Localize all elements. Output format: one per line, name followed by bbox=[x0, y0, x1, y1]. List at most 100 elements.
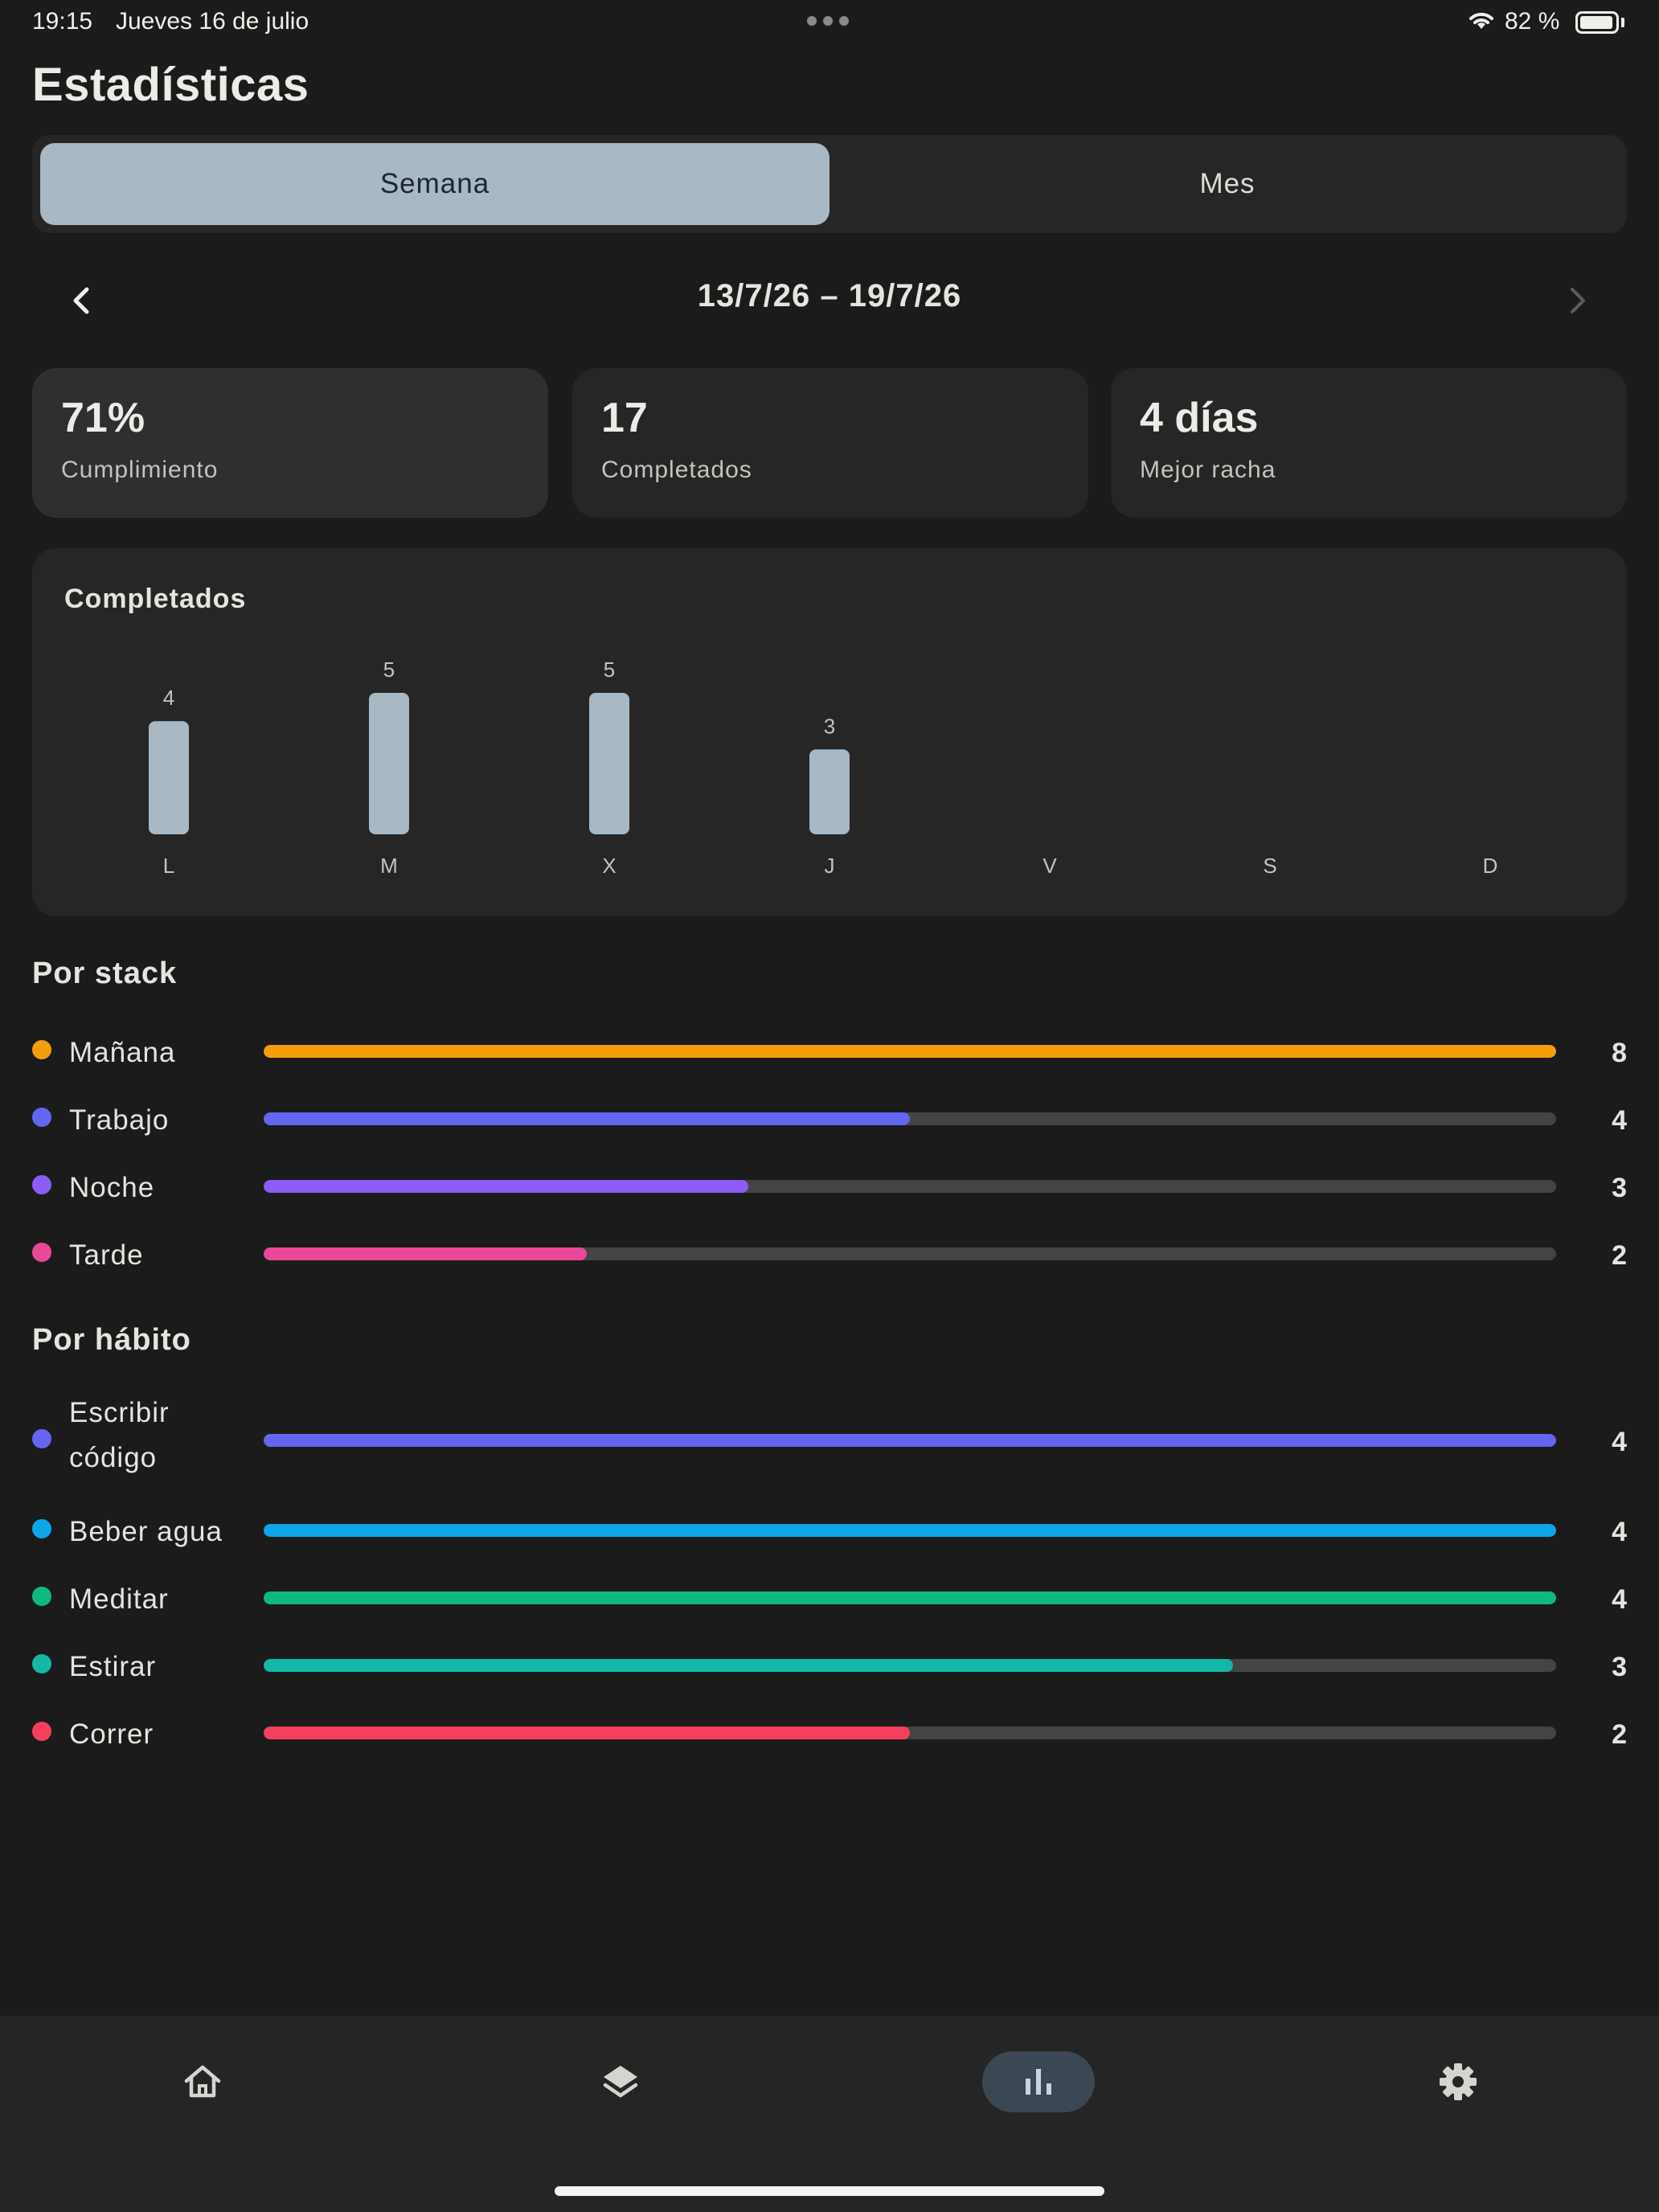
bar-J bbox=[809, 749, 850, 834]
home-icon bbox=[184, 2065, 221, 2098]
color-dot bbox=[32, 1519, 51, 1538]
progress-track bbox=[264, 1180, 1556, 1193]
segment-week[interactable]: Semana bbox=[40, 143, 830, 225]
color-dot bbox=[32, 1243, 51, 1262]
bar-value-label: 4 bbox=[163, 686, 174, 710]
stat-value: 17 bbox=[601, 395, 648, 441]
status-date: Jueves 16 de julio bbox=[116, 8, 309, 35]
list-item: Meditar 4 bbox=[32, 1566, 1627, 1622]
battery-percent: 82 % bbox=[1505, 8, 1560, 35]
previous-week-button[interactable] bbox=[63, 276, 100, 325]
tab-settings[interactable] bbox=[1402, 2051, 1514, 2112]
stat-label: Cumplimiento bbox=[61, 457, 219, 483]
tab-statistics[interactable] bbox=[982, 2051, 1095, 2112]
list-item: Escribir código 4 bbox=[32, 1397, 1627, 1473]
list-item: Estirar 3 bbox=[32, 1633, 1627, 1690]
progress-fill bbox=[264, 1659, 1233, 1672]
color-dot bbox=[32, 1175, 51, 1194]
progress-fill bbox=[264, 1045, 1556, 1058]
chevron-right-icon bbox=[1571, 288, 1585, 313]
color-dot bbox=[32, 1429, 51, 1448]
item-count: 4 bbox=[1612, 1427, 1627, 1457]
segment-month[interactable]: Mes bbox=[1199, 168, 1256, 199]
item-name: Tarde bbox=[69, 1239, 144, 1271]
period-segmented-control: Semana Mes bbox=[32, 135, 1627, 233]
chart-title: Completados bbox=[64, 584, 247, 614]
page-title: Estadísticas bbox=[32, 59, 309, 111]
progress-track bbox=[264, 1247, 1556, 1260]
progress-track bbox=[264, 1591, 1556, 1604]
home-indicator[interactable] bbox=[555, 2186, 1104, 2196]
tab-stacks[interactable] bbox=[564, 2051, 677, 2112]
progress-fill bbox=[264, 1727, 910, 1739]
progress-track bbox=[264, 1659, 1556, 1672]
battery-icon bbox=[1575, 11, 1619, 34]
stat-value: 4 días bbox=[1140, 395, 1259, 441]
color-dot bbox=[32, 1654, 51, 1673]
item-name: Noche bbox=[69, 1172, 155, 1203]
stat-label: Completados bbox=[601, 457, 752, 483]
x-tick-label: D bbox=[1483, 854, 1498, 878]
list-item: Beber agua 4 bbox=[32, 1498, 1627, 1555]
x-tick-label: X bbox=[602, 854, 616, 878]
progress-fill bbox=[264, 1591, 1556, 1604]
item-count: 2 bbox=[1612, 1240, 1627, 1271]
stat-value: 71% bbox=[61, 395, 145, 441]
progress-track bbox=[264, 1434, 1556, 1447]
chevron-left-icon bbox=[73, 287, 89, 314]
stat-card-completion[interactable]: 71% Cumplimiento bbox=[32, 368, 548, 518]
color-dot bbox=[32, 1108, 51, 1127]
bar-value-label: 3 bbox=[824, 714, 835, 738]
completed-bar-chart: 4 L 5 M 5 X 3 J V S D bbox=[149, 657, 1498, 878]
x-tick-label: L bbox=[163, 854, 174, 878]
stat-card-completed[interactable]: 17 Completados bbox=[572, 368, 1088, 518]
color-dot bbox=[32, 1040, 51, 1059]
item-count: 4 bbox=[1612, 1584, 1627, 1615]
item-count: 4 bbox=[1612, 1517, 1627, 1547]
x-tick-label: J bbox=[825, 854, 835, 878]
status-time: 19:15 bbox=[32, 8, 93, 35]
x-tick-label: M bbox=[380, 854, 398, 878]
section-title-stack: Por stack bbox=[32, 956, 178, 990]
item-name: Escribir código bbox=[69, 1397, 170, 1473]
item-name: Mañana bbox=[69, 1037, 176, 1068]
item-name: Correr bbox=[69, 1718, 154, 1750]
progress-fill bbox=[264, 1524, 1556, 1537]
progress-fill bbox=[264, 1247, 587, 1260]
gear-icon bbox=[1440, 2063, 1477, 2100]
list-item: Correr 2 bbox=[32, 1701, 1627, 1757]
date-range-label: 13/7/26 – 19/7/26 bbox=[697, 278, 962, 313]
item-name: Trabajo bbox=[69, 1104, 170, 1136]
bar-value-label: 5 bbox=[604, 657, 615, 682]
bar-value-label: 5 bbox=[383, 657, 395, 682]
item-count: 3 bbox=[1612, 1652, 1627, 1682]
bar-chart-icon bbox=[1026, 2069, 1051, 2095]
progress-track bbox=[264, 1112, 1556, 1125]
x-tick-label: S bbox=[1263, 854, 1276, 878]
item-count: 4 bbox=[1612, 1105, 1627, 1136]
progress-track bbox=[264, 1524, 1556, 1537]
tab-home[interactable] bbox=[146, 2051, 259, 2112]
item-name: Estirar bbox=[69, 1651, 157, 1682]
list-item: Noche 3 bbox=[32, 1154, 1627, 1210]
stat-card-best-streak[interactable]: 4 días Mejor racha bbox=[1111, 368, 1627, 518]
section-title-habit: Por hábito bbox=[32, 1323, 191, 1357]
status-bar: 19:15 Jueves 16 de julio 82 % bbox=[0, 0, 1659, 45]
item-count: 8 bbox=[1612, 1038, 1627, 1068]
list-item: Trabajo 4 bbox=[32, 1087, 1627, 1143]
bar-L bbox=[149, 721, 189, 834]
x-tick-label: V bbox=[1043, 854, 1057, 878]
layers-icon bbox=[603, 2066, 638, 2098]
stat-label: Mejor racha bbox=[1140, 457, 1276, 483]
list-item: Mañana 8 bbox=[32, 1019, 1627, 1075]
progress-fill bbox=[264, 1112, 910, 1125]
multitasking-dots-icon[interactable] bbox=[807, 8, 849, 26]
progress-track bbox=[264, 1045, 1556, 1058]
item-name: Meditar bbox=[69, 1583, 169, 1615]
bar-M bbox=[369, 693, 409, 834]
completed-chart-card: Completados 4 L 5 M 5 X 3 J V S D bbox=[32, 548, 1627, 916]
next-week-button[interactable] bbox=[1559, 276, 1596, 325]
bar-X bbox=[589, 693, 629, 834]
battery-tip bbox=[1621, 18, 1624, 27]
progress-fill bbox=[264, 1434, 1556, 1447]
